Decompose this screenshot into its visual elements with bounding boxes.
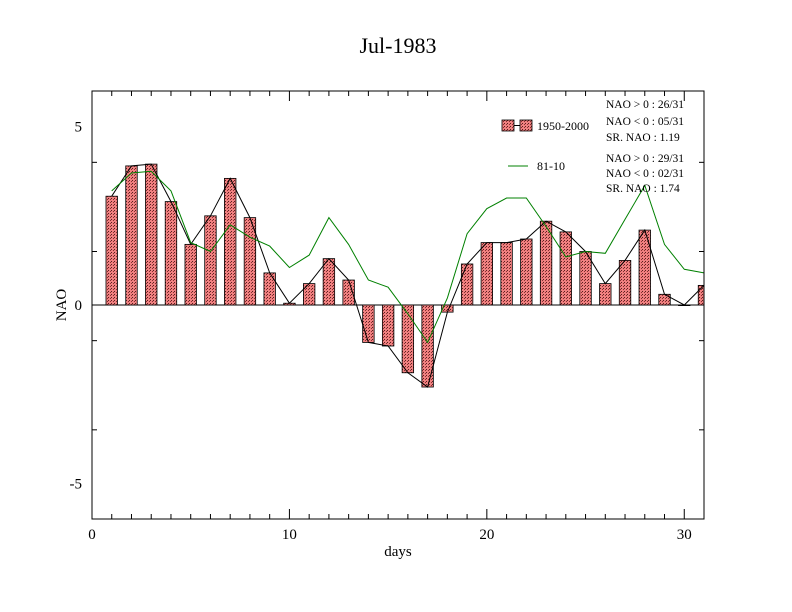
series-line-81-10 [111, 170, 705, 344]
bar-day-26 [599, 283, 612, 306]
bar-day-27 [618, 260, 632, 306]
x-tick-label-30: 30 [677, 527, 692, 543]
bar-day-21 [500, 242, 513, 306]
stat-2-sr: SR. NAO : 1.74 [606, 183, 680, 195]
bar-day-15 [381, 304, 395, 347]
bar-day-4 [164, 201, 178, 306]
x-tick-label-10: 10 [282, 527, 297, 543]
y-tick-label-0: 0 [75, 298, 83, 314]
stat-2-neg: NAO < 0 : 02/31 [606, 168, 684, 180]
bar-day-19 [460, 263, 474, 306]
bar-day-7 [224, 177, 237, 306]
bar-day-5 [184, 243, 197, 306]
legend-label-2: 81-10 [537, 159, 565, 173]
stat-1-pos: NAO > 0 : 26/31 [606, 99, 684, 111]
bar-day-24 [559, 231, 572, 306]
bar-day-29 [658, 293, 671, 306]
x-tick-label-20: 20 [479, 527, 494, 543]
bar-day-9 [263, 272, 276, 306]
bar-day-23 [539, 220, 553, 306]
plot-frame [91, 90, 705, 520]
bar-day-20 [480, 242, 493, 306]
lines-layer [111, 163, 705, 388]
bar-day-28 [638, 229, 651, 306]
x-axis-label: days [384, 544, 412, 560]
bar-day-2 [125, 165, 138, 306]
stat-1-neg: NAO < 0 : 05/31 [606, 116, 684, 128]
legend-bar-swatch-2 [519, 119, 533, 132]
bar-day-12 [322, 258, 336, 306]
chart-title: Jul-1983 [360, 33, 437, 58]
y-tick-label--5: -5 [70, 476, 83, 492]
series-line-1950-2000 [111, 163, 705, 388]
legend-bar-swatch-1 [501, 119, 515, 132]
bar-day-6 [204, 215, 217, 306]
bar-day-25 [579, 251, 592, 306]
stat-1-sr: SR. NAO : 1.19 [606, 132, 680, 144]
y-axis-label: NAO [54, 289, 70, 322]
y-tick-label-5: 5 [75, 120, 83, 136]
bar-day-17 [421, 304, 434, 388]
bar-day-1 [105, 195, 118, 306]
bar-day-3 [145, 163, 158, 306]
bar-day-16 [401, 304, 415, 374]
bars-layer [92, 163, 705, 388]
bar-day-14 [362, 304, 375, 343]
legend: 1950-2000 81-10 NAO > 0 : 26/31 NAO < 0 … [501, 99, 684, 195]
bar-day-11 [303, 283, 316, 306]
bar-day-8 [243, 217, 257, 306]
x-tick-label-0: 0 [88, 527, 96, 543]
bar-day-22 [520, 238, 533, 306]
legend-label-1: 1950-2000 [537, 119, 589, 133]
ticks-layer: 0 10 20 30 -5 0 5 [70, 91, 705, 543]
stat-2-pos: NAO > 0 : 29/31 [606, 153, 684, 165]
